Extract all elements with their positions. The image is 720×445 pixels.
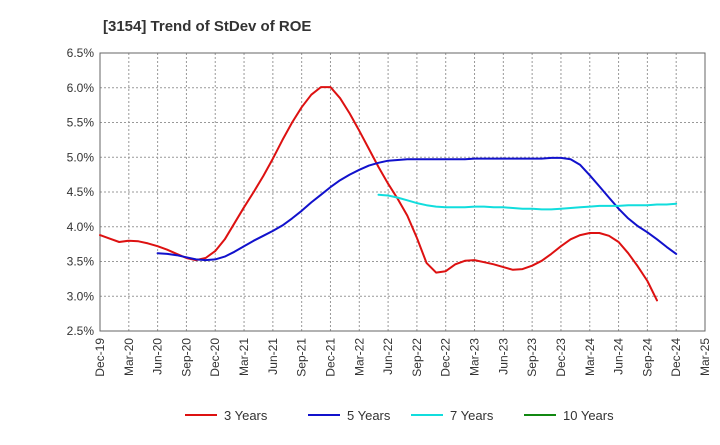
y-tick-label: 5.0% bbox=[67, 150, 95, 164]
x-tick-label: Sep-24 bbox=[640, 338, 654, 377]
y-tick-label: 4.0% bbox=[67, 220, 95, 234]
y-tick-label: 3.5% bbox=[67, 255, 95, 269]
x-tick-label: Mar-22 bbox=[352, 338, 366, 376]
y-tick-label: 4.5% bbox=[67, 185, 95, 199]
y-tick-label: 5.5% bbox=[67, 116, 95, 130]
x-tick-label: Sep-20 bbox=[179, 338, 193, 377]
series-line-7-years bbox=[377, 193, 678, 211]
x-tick-label: Jun-22 bbox=[381, 338, 395, 375]
x-tick-label: Mar-20 bbox=[122, 338, 136, 376]
x-tick-label: Jun-23 bbox=[496, 338, 510, 375]
x-tick-label: Dec-20 bbox=[208, 338, 222, 377]
x-tick-label: Jun-21 bbox=[266, 338, 280, 375]
chart-title: [3154] Trend of StDev of ROE bbox=[103, 18, 311, 35]
y-tick-label: 6.5% bbox=[67, 46, 95, 60]
legend-label: 3 Years bbox=[224, 408, 268, 423]
x-tick-label: Sep-22 bbox=[410, 338, 424, 377]
legend-label: 10 Years bbox=[563, 408, 614, 423]
axis-layer: 2.5% 3.0% 3.5% 4.0% 4.5% 5.0% 5.5% 6.0% 6.5% Dec-… bbox=[67, 46, 712, 377]
y-tick-label: 2.5% bbox=[67, 324, 95, 338]
x-tick-label: Sep-23 bbox=[525, 338, 539, 377]
series-layer bbox=[99, 86, 678, 302]
x-tick-label: Jun-24 bbox=[612, 338, 626, 375]
x-tick-label: Mar-21 bbox=[237, 338, 251, 376]
plot-border bbox=[99, 52, 706, 332]
grid-layer bbox=[99, 52, 706, 332]
series-line-5-years bbox=[156, 156, 678, 262]
plot-area bbox=[100, 53, 705, 331]
x-tick-label: Sep-21 bbox=[295, 338, 309, 377]
x-tick-label: Mar-23 bbox=[468, 338, 482, 376]
x-tick-label: Dec-22 bbox=[439, 338, 453, 377]
y-tick-label: 3.0% bbox=[67, 289, 95, 303]
x-tick-label: Dec-24 bbox=[669, 338, 683, 377]
x-tick-label: Dec-23 bbox=[554, 338, 568, 377]
legend: 3 Years 5 Years 7 Years 10 Years bbox=[185, 408, 614, 423]
legend-label: 5 Years bbox=[347, 408, 391, 423]
x-tick-label: Jun-20 bbox=[151, 338, 165, 375]
x-tick-label: Mar-25 bbox=[698, 338, 712, 376]
legend-label: 7 Years bbox=[450, 408, 494, 423]
x-tick-label: Dec-21 bbox=[323, 338, 337, 377]
x-tick-label: Dec-19 bbox=[93, 338, 107, 377]
y-tick-label: 6.0% bbox=[67, 81, 95, 95]
x-tick-label: Mar-24 bbox=[583, 338, 597, 376]
